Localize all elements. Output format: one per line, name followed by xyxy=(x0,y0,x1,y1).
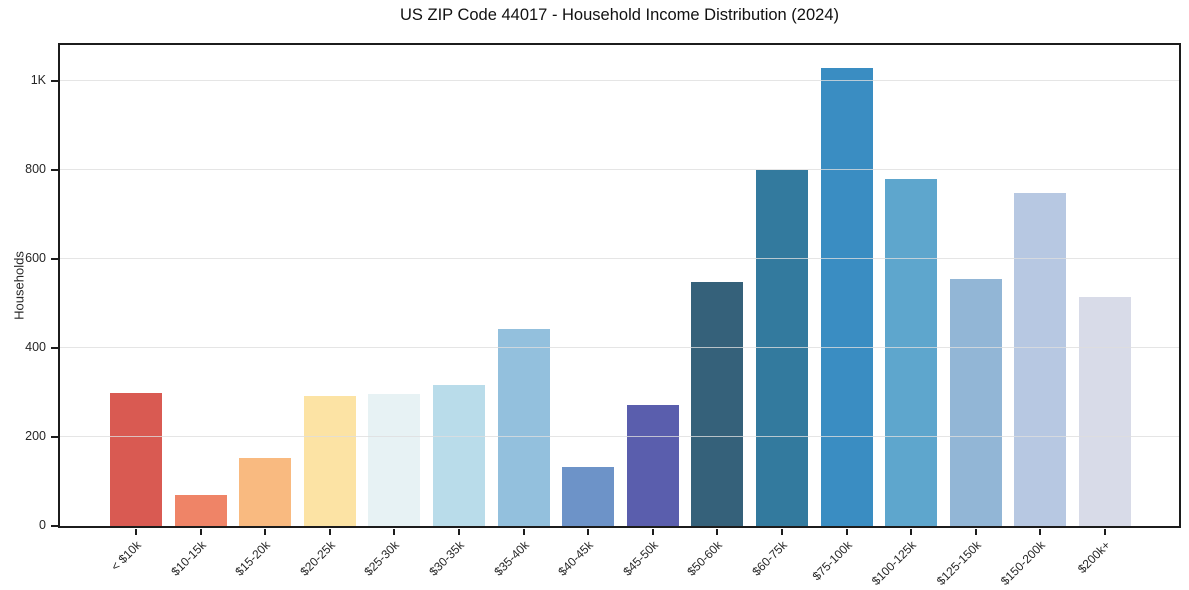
bar-10 xyxy=(756,170,808,526)
chart-title: US ZIP Code 44017 - Household Income Dis… xyxy=(399,6,839,24)
x-tick-mark-5 xyxy=(458,529,460,535)
bar-15 xyxy=(1079,297,1131,526)
gridline-400 xyxy=(60,346,1179,349)
x-tick-mark-11 xyxy=(845,529,848,535)
x-tick-mark-14 xyxy=(1039,529,1042,535)
y-tick-label-600: 600 xyxy=(25,251,46,266)
x-tick-mark-7 xyxy=(587,529,590,535)
y-tick-label-200: 200 xyxy=(25,429,46,444)
y-tick-label-800: 800 xyxy=(25,162,46,177)
y-tick-mark-0 xyxy=(51,525,58,527)
y-tick-label-0: 0 xyxy=(39,518,46,532)
x-tick-mark-2 xyxy=(264,529,267,535)
bar-7 xyxy=(562,466,615,526)
y-tick-mark-200 xyxy=(51,436,58,439)
y-axis-label: Households xyxy=(11,251,27,320)
gridline-800 xyxy=(60,168,1179,171)
x-tick-mark-8 xyxy=(651,529,654,535)
y-tick-mark-600 xyxy=(51,258,58,261)
bar-14 xyxy=(1014,192,1067,526)
y-tick-mark-800 xyxy=(51,169,58,172)
x-tick-mark-13 xyxy=(974,529,977,535)
bar-9 xyxy=(691,281,744,526)
x-tick-mark-4 xyxy=(393,529,396,535)
x-tick-mark-12 xyxy=(910,529,913,535)
x-tick-mark-3 xyxy=(328,529,331,535)
bar-4 xyxy=(368,393,421,526)
bar-11 xyxy=(820,68,873,526)
gridline-600 xyxy=(60,257,1179,260)
bar-2 xyxy=(239,457,292,526)
gridline-1K xyxy=(60,79,1179,82)
x-tick-mark-15 xyxy=(1104,529,1106,535)
plot-area xyxy=(51,43,1181,535)
x-tick-label-0: < $10k xyxy=(108,538,144,574)
y-tick-mark-400 xyxy=(51,347,58,350)
bar-5 xyxy=(433,384,485,526)
bar-3 xyxy=(303,395,356,526)
x-tick-mark-9 xyxy=(716,529,719,535)
x-tick-mark-10 xyxy=(781,529,783,535)
bar-1 xyxy=(174,494,227,526)
y-tick-label-1K: 1K xyxy=(30,73,46,88)
x-tick-mark-6 xyxy=(522,529,525,535)
bar-13 xyxy=(949,279,1002,526)
y-tick-label-400: 400 xyxy=(25,340,46,355)
bar-12 xyxy=(885,179,938,526)
bar-8 xyxy=(626,405,679,526)
bar-6 xyxy=(497,329,550,526)
x-tick-mark-0 xyxy=(135,529,137,535)
gridline-200 xyxy=(60,435,1179,438)
bar-0 xyxy=(110,392,162,526)
y-tick-mark-1K xyxy=(51,80,58,83)
x-tick-mark-1 xyxy=(199,529,202,535)
